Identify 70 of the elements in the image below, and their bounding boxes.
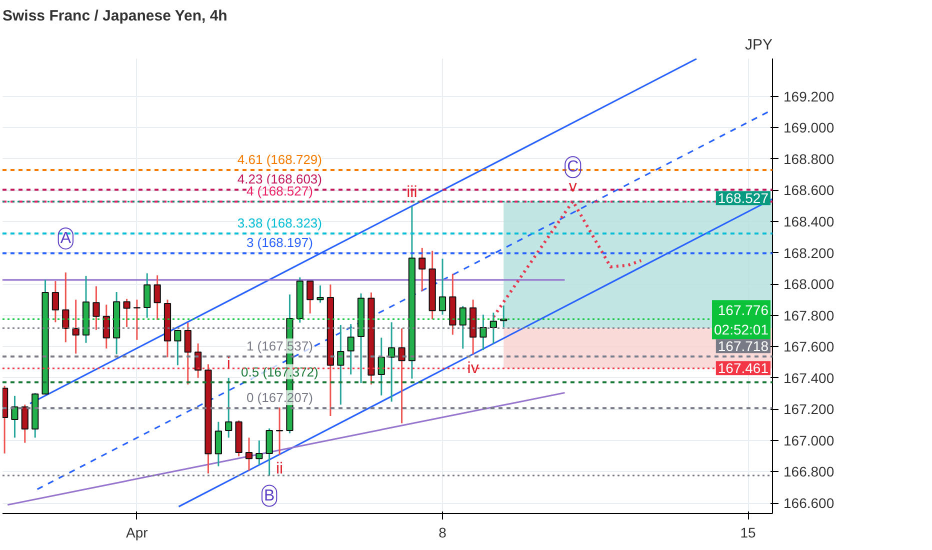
annotation: iv <box>467 360 479 377</box>
candlestick <box>154 274 161 321</box>
y-tick-label: 169.000 <box>784 120 834 136</box>
candlestick <box>276 406 284 456</box>
annotation: A <box>60 230 72 247</box>
x-tick-label: 15 <box>740 524 756 540</box>
y-tick-label: 167.000 <box>784 432 834 448</box>
ref-line-label: 1 (167.537) <box>246 338 313 354</box>
candlestick <box>256 440 263 466</box>
y-tick-label: 168.200 <box>784 244 834 261</box>
annotation: i <box>226 355 230 372</box>
candlestick <box>133 298 140 341</box>
candlestick <box>306 280 314 314</box>
candlestick <box>378 336 385 396</box>
annotation: iii <box>406 184 418 201</box>
y-tick-label: 166.800 <box>784 464 834 480</box>
y-tick-label: 167.400 <box>784 370 834 386</box>
candlestick <box>11 395 18 438</box>
candlestick <box>245 436 253 472</box>
candlestick <box>102 304 110 350</box>
y-tick-label: 167.600 <box>784 338 834 355</box>
candlestick <box>194 342 202 379</box>
annotation: v <box>568 178 577 196</box>
ref-line-label: 168.527 <box>718 190 769 206</box>
y-tick-label: 167.800 <box>784 307 834 324</box>
candlestick <box>316 284 324 304</box>
y-tick-label: 168.000 <box>784 276 834 292</box>
ref-line-label: 4.61 (168.729) <box>237 152 322 168</box>
candlestick <box>337 324 344 406</box>
candlestick <box>72 298 80 354</box>
chart-title: Swiss Franc / Japanese Yen, 4h <box>2 8 228 24</box>
candlestick <box>225 377 232 438</box>
candlestick <box>398 328 406 424</box>
y-tick-label: 167.200 <box>784 401 834 418</box>
x-tick-label: Apr <box>126 524 148 540</box>
ref-line-label: 167.776 02:52:01 <box>714 302 769 338</box>
ref-line-label: 3 (168.197) <box>246 235 313 250</box>
y-tick-label: 168.800 <box>784 150 834 167</box>
ref-line-label: 167.461 <box>718 360 769 376</box>
candlestick <box>184 322 192 386</box>
candlestick <box>266 428 273 477</box>
x-tick-label: 8 <box>438 524 447 540</box>
y-tick-label: 168.400 <box>784 213 834 230</box>
candlestick <box>214 421 222 468</box>
ref-line-label: 4 (168.527) <box>246 184 313 199</box>
candlestick <box>144 272 151 319</box>
annotation: B <box>264 487 275 504</box>
candlestick <box>123 298 130 328</box>
y-tick-label: 169.200 <box>784 88 834 104</box>
candlestick <box>347 323 354 376</box>
y-tick-label: 168.600 <box>784 182 834 198</box>
y-axis-title: JPY <box>744 36 773 54</box>
y-tick-label: 166.600 <box>784 495 834 512</box>
candlestick <box>52 280 60 323</box>
candlestick <box>62 272 70 343</box>
line-series <box>492 200 643 318</box>
candlestick <box>490 312 497 344</box>
annotation: ii <box>276 460 284 478</box>
ref-line-label: 0 (167.207) <box>246 390 313 406</box>
candlestick <box>92 285 100 331</box>
candlestick <box>459 305 466 350</box>
candlestick <box>418 247 426 292</box>
candlestick <box>21 404 28 444</box>
ref-line-label: 167.718 <box>718 338 769 354</box>
candlestick <box>480 314 487 351</box>
ref-line-label: 3.38 (168.323) <box>237 216 322 231</box>
candlestick <box>174 329 182 366</box>
candlestick <box>388 321 396 402</box>
annotation: C <box>567 158 579 176</box>
candlestick <box>438 258 446 316</box>
